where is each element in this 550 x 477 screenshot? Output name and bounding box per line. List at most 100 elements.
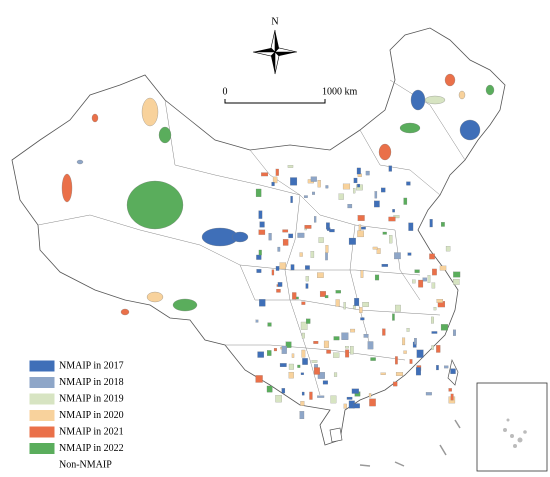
nmaip-area bbox=[277, 282, 283, 287]
nmaip-area bbox=[273, 348, 277, 352]
nmaip-area bbox=[313, 341, 319, 344]
legend-swatch bbox=[29, 426, 55, 438]
nmaip-area bbox=[356, 167, 361, 175]
nmaip-area bbox=[353, 177, 358, 184]
nmaip-area bbox=[343, 403, 347, 409]
nmaip-area bbox=[402, 337, 406, 346]
nmaip-area bbox=[436, 345, 441, 353]
nmaip-area bbox=[275, 266, 280, 271]
nmaip-area bbox=[406, 181, 411, 186]
nmaip-area bbox=[439, 265, 447, 271]
legend-label: NMAIP in 2017 bbox=[59, 360, 124, 371]
nmaip-area bbox=[459, 119, 481, 141]
scale-start: 0 bbox=[223, 86, 228, 97]
nmaip-area bbox=[414, 338, 417, 345]
nmaip-area bbox=[310, 251, 315, 258]
nmaip-area bbox=[333, 372, 338, 377]
legend-label: NMAIP in 2022 bbox=[59, 443, 124, 454]
nmaip-area bbox=[450, 368, 456, 374]
nmaip-area bbox=[61, 173, 73, 203]
nmaip-area bbox=[395, 304, 401, 312]
boundary-dashes bbox=[359, 419, 461, 467]
nmaip-area bbox=[330, 395, 337, 404]
nmaip-area bbox=[325, 252, 328, 261]
nmaip-area bbox=[287, 165, 294, 168]
legend-swatch bbox=[29, 360, 55, 372]
nmaip-area bbox=[353, 403, 360, 409]
legend-swatch bbox=[29, 393, 55, 405]
nmaip-area bbox=[382, 328, 386, 336]
nmaip-area bbox=[357, 183, 360, 188]
nmaip-area bbox=[441, 222, 445, 227]
nmaip-area bbox=[399, 122, 421, 134]
nmaip-area bbox=[350, 346, 354, 355]
nmaip-area bbox=[281, 345, 287, 354]
nmaip-area bbox=[257, 351, 264, 358]
nmaip-area bbox=[255, 319, 259, 323]
nmaip-area bbox=[359, 307, 363, 313]
nmaip-area bbox=[388, 216, 396, 222]
north-label: N bbox=[271, 16, 278, 27]
legend-label: NMAIP in 2019 bbox=[59, 393, 124, 404]
nmaip-area bbox=[326, 349, 331, 354]
nmaip-area bbox=[141, 97, 159, 127]
nmaip-area bbox=[436, 299, 444, 303]
nmaip-area bbox=[360, 270, 364, 278]
nmaip-area bbox=[266, 385, 273, 393]
legend-swatch bbox=[29, 443, 55, 454]
nmaip-area bbox=[444, 73, 456, 87]
nmaip-area bbox=[272, 176, 278, 184]
nmaip-area bbox=[258, 229, 266, 235]
nmaip-area bbox=[305, 276, 309, 282]
legend: NMAIP in 2017 NMAIP in 2018 NMAIP in 2019 N… bbox=[29, 360, 124, 470]
nmaip-area bbox=[381, 263, 389, 267]
nmaip-area bbox=[410, 89, 426, 111]
nmaip-area bbox=[425, 392, 432, 396]
nmaip-area bbox=[259, 221, 265, 228]
nmaip-area bbox=[256, 269, 262, 273]
nmaip-area bbox=[290, 195, 293, 203]
nmaip-area bbox=[453, 271, 461, 278]
island bbox=[329, 427, 343, 443]
nmaip-area bbox=[91, 113, 99, 123]
nmaip-area bbox=[347, 204, 353, 209]
nmaip-area bbox=[342, 183, 351, 190]
nmaip-area bbox=[361, 226, 366, 230]
nmaip-area bbox=[374, 200, 380, 208]
nmaip-area bbox=[323, 340, 329, 348]
nmaip-area bbox=[388, 165, 392, 172]
nmaip-area bbox=[309, 391, 313, 400]
nmaip-area bbox=[318, 237, 324, 243]
legend-swatch bbox=[30, 460, 54, 470]
nmaip-area bbox=[324, 295, 329, 299]
nmaip-area bbox=[360, 317, 365, 321]
nmaip-area bbox=[374, 191, 378, 199]
nmaip-area bbox=[363, 334, 369, 338]
nmaip-area bbox=[172, 298, 198, 312]
nmaip-area bbox=[301, 301, 306, 305]
legend-swatch bbox=[29, 410, 55, 421]
nmaip-area bbox=[376, 248, 381, 254]
nmaip-area bbox=[367, 341, 374, 350]
nmaip-area bbox=[301, 332, 305, 339]
nmaip-area bbox=[346, 396, 353, 400]
nmaip-area bbox=[314, 216, 317, 223]
nmaip-area bbox=[365, 170, 370, 176]
nmaip-area bbox=[275, 168, 279, 176]
nmaip-area bbox=[297, 364, 301, 368]
legend-label: NMAIP in 2021 bbox=[59, 426, 124, 437]
nmaip-area bbox=[303, 195, 308, 198]
nmaip-area bbox=[76, 159, 84, 165]
north-arrow bbox=[252, 29, 298, 75]
nmaip-area bbox=[301, 391, 305, 396]
nmaip-area bbox=[305, 318, 311, 324]
nmaip-area bbox=[348, 237, 356, 245]
nmaip-area bbox=[317, 180, 321, 188]
nmaip-area bbox=[335, 299, 340, 307]
nmaip-area bbox=[432, 268, 437, 276]
nmaip-area bbox=[126, 180, 184, 230]
nmaip-area bbox=[407, 252, 412, 256]
nmaip-area bbox=[370, 357, 376, 361]
nmaip-area bbox=[271, 269, 275, 276]
nmaip-area bbox=[288, 371, 294, 379]
